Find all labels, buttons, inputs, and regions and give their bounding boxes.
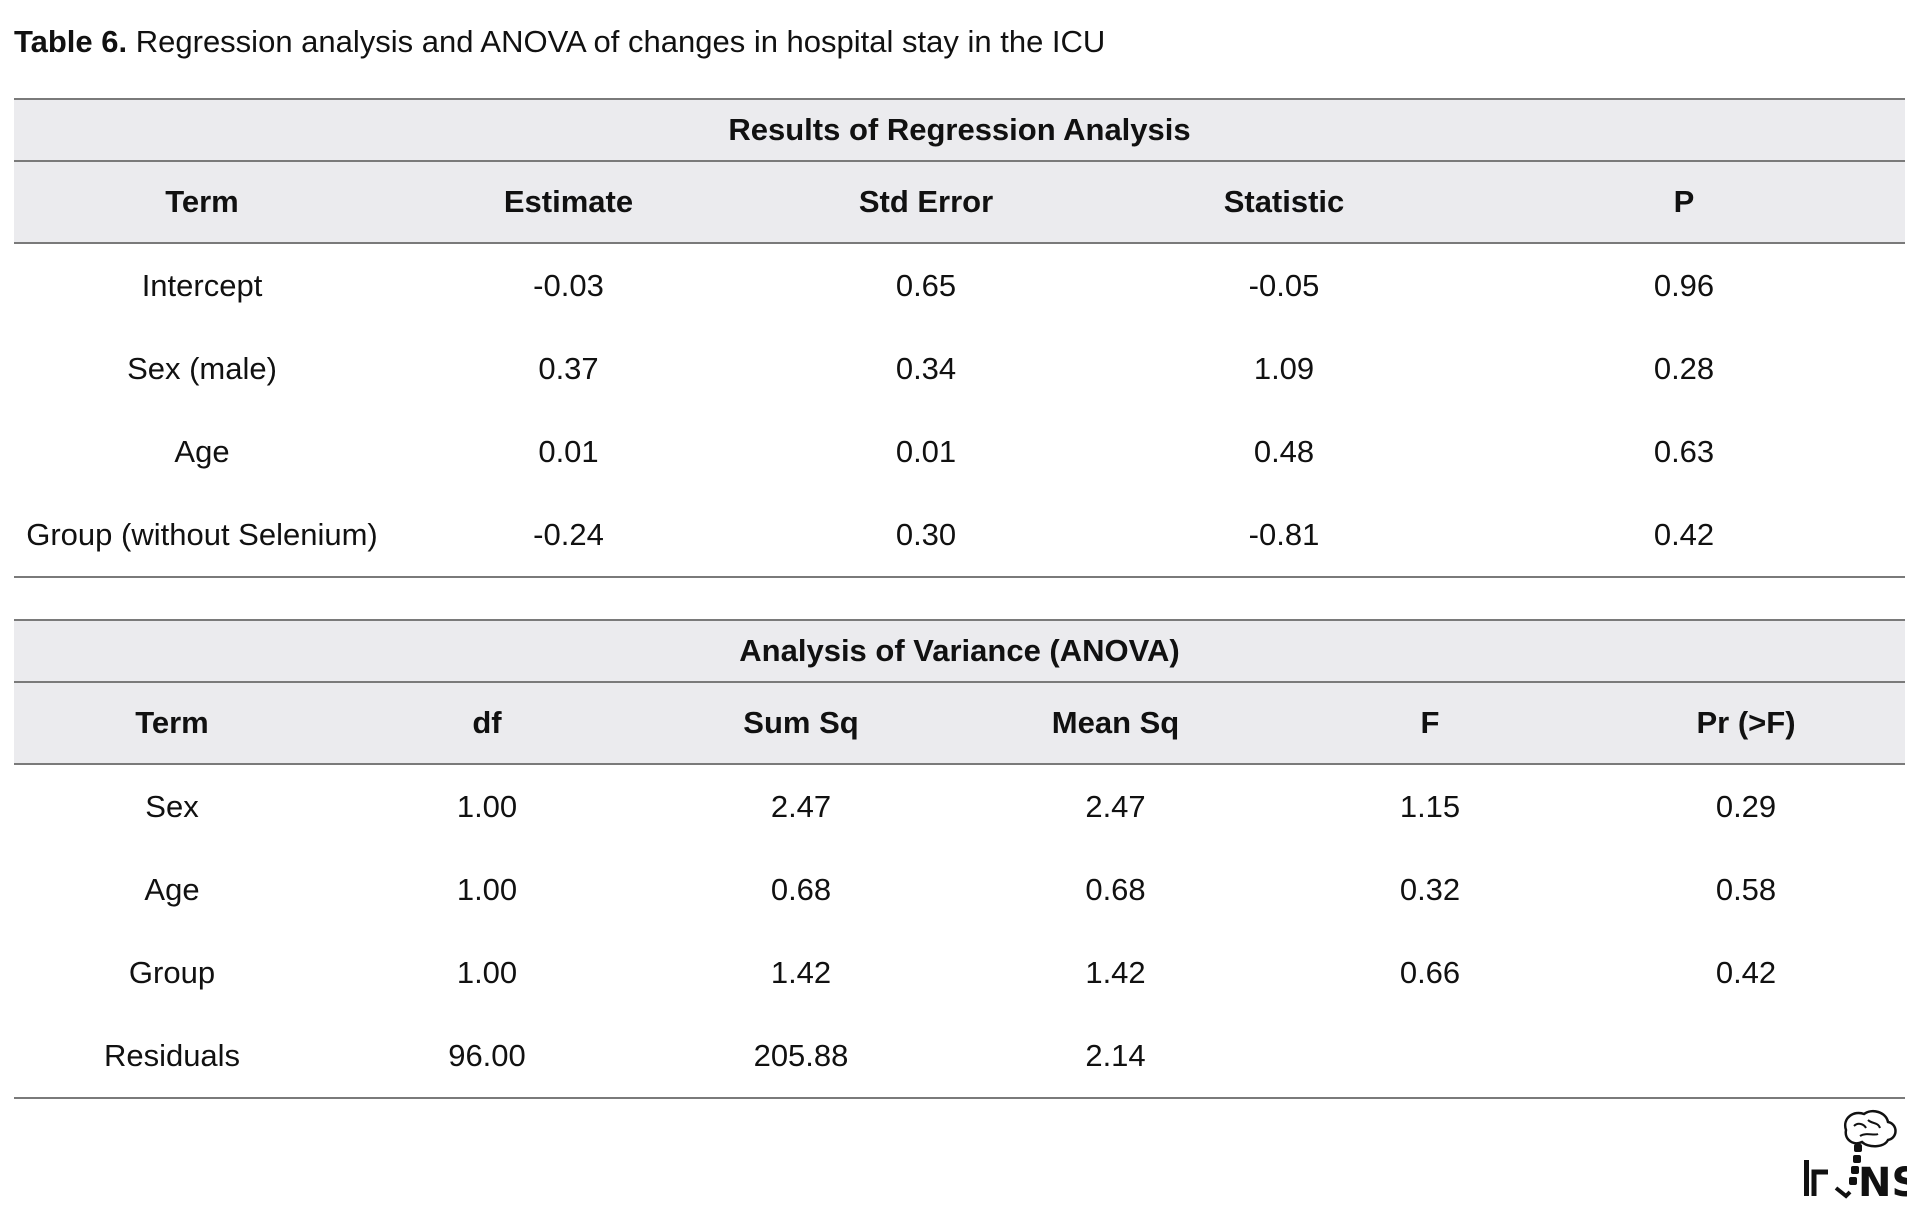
anova-table: Analysis of Variance (ANOVA) Term df Sum…: [14, 619, 1906, 1099]
table-cell: 205.88: [644, 1014, 958, 1099]
table-cell: 0.63: [1653, 433, 1715, 469]
table-cell: 1.00: [456, 871, 518, 907]
anova-title-row: Analysis of Variance (ANOVA): [14, 619, 1906, 683]
regression-title-row: Results of Regression Analysis: [14, 98, 1906, 162]
column-header: Statistic: [1105, 161, 1463, 244]
table-cell: 0.48: [1253, 433, 1315, 469]
anova-title: Analysis of Variance (ANOVA): [14, 619, 1906, 683]
table-row: Sex (male) 0.37 0.34 1.09 0.28: [14, 327, 1905, 410]
table-cell: 0.01: [895, 433, 957, 469]
table-row: Group (without Selenium) -0.24 0.30 -0.8…: [14, 493, 1906, 578]
journal-logo: NS: [1802, 1108, 1917, 1206]
table-cell: -0.05: [1248, 267, 1320, 303]
column-header: Term: [14, 682, 330, 765]
table-cell: 0.29: [1715, 788, 1777, 824]
table-cell: Age: [174, 433, 230, 469]
brain-spine-icon: NS: [1804, 1110, 1917, 1206]
table-cell: -0.81: [1105, 493, 1463, 578]
table-cell: Residuals: [14, 1014, 330, 1099]
table-cell: 0.68: [770, 871, 832, 907]
table-cell: 1.42: [1085, 954, 1146, 990]
caption-text: Regression analysis and ANOVA of changes…: [127, 24, 1106, 59]
table-cell: 1.15: [1399, 788, 1461, 824]
table-cell: 0.32: [1399, 871, 1461, 907]
table-cell: 2.47: [770, 788, 832, 824]
table-row: Group 1.00 1.42 1.42 0.66 0.42: [14, 931, 1905, 1014]
table-cell: 1.42: [770, 954, 832, 990]
table-cell: 0.42: [1463, 493, 1906, 578]
table-cell: 0.66: [1399, 954, 1461, 990]
column-header: Sum Sq: [644, 682, 958, 765]
column-header: F: [1273, 682, 1587, 765]
table-cell: 0.28: [1653, 350, 1715, 386]
table-row: Intercept -0.03 0.65 -0.05 0.96: [14, 243, 1905, 327]
table-row: Age 1.00 0.68 0.68 0.32 0.58: [14, 848, 1905, 931]
table-cell: 96.00: [330, 1014, 644, 1099]
anova-header-row: Term df Sum Sq Mean Sq F Pr (>F): [14, 682, 1906, 765]
table-cell: 2.47: [1085, 788, 1146, 824]
table-cell: Group: [128, 954, 216, 990]
column-header: Term: [14, 161, 390, 244]
table-caption: Table 6. Regression analysis and ANOVA o…: [14, 22, 1105, 62]
table-cell: -0.24: [390, 493, 747, 578]
table-cell: 1.00: [456, 954, 518, 990]
column-header: Std Error: [747, 161, 1105, 244]
caption-label: Table 6.: [14, 24, 128, 59]
table-cell: [1587, 1014, 1906, 1099]
column-header: P: [1463, 161, 1906, 244]
table-cell: 0.34: [895, 350, 957, 386]
table-cell: Age: [144, 871, 200, 907]
regression-table: Results of Regression Analysis Term Esti…: [14, 98, 1906, 578]
regression-title: Results of Regression Analysis: [14, 98, 1906, 162]
table-cell: 0.30: [747, 493, 1105, 578]
table-cell: 0.58: [1715, 871, 1777, 907]
table-cell: 0.37: [538, 350, 599, 386]
column-header: Pr (>F): [1587, 682, 1906, 765]
table-cell: -0.03: [533, 267, 604, 303]
column-header: Mean Sq: [958, 682, 1273, 765]
table-cell: Group (without Selenium): [14, 493, 390, 578]
table-cell: 1.00: [456, 788, 518, 824]
table-cell: 0.01: [538, 433, 599, 469]
table-cell: 0.42: [1715, 954, 1777, 990]
column-header: Estimate: [390, 161, 747, 244]
table-cell: 0.96: [1653, 267, 1715, 303]
column-header: df: [330, 682, 644, 765]
table-cell: Sex: [145, 788, 199, 824]
table-row: Age 0.01 0.01 0.48 0.63: [14, 410, 1905, 493]
regression-header-row: Term Estimate Std Error Statistic P: [14, 161, 1906, 244]
table-row: Residuals 96.00 205.88 2.14: [14, 1014, 1906, 1099]
table-cell: [1273, 1014, 1587, 1099]
table-cell: Intercept: [141, 267, 263, 303]
table-cell: 0.65: [895, 267, 957, 303]
table-cell: 1.09: [1253, 350, 1315, 386]
table-cell: 0.68: [1085, 871, 1146, 907]
table-cell: 2.14: [958, 1014, 1273, 1099]
table-row: Sex 1.00 2.47 2.47 1.15 0.29: [14, 764, 1905, 848]
logo-text: NS: [1858, 1160, 1907, 1200]
table-cell: Sex (male): [127, 350, 277, 386]
